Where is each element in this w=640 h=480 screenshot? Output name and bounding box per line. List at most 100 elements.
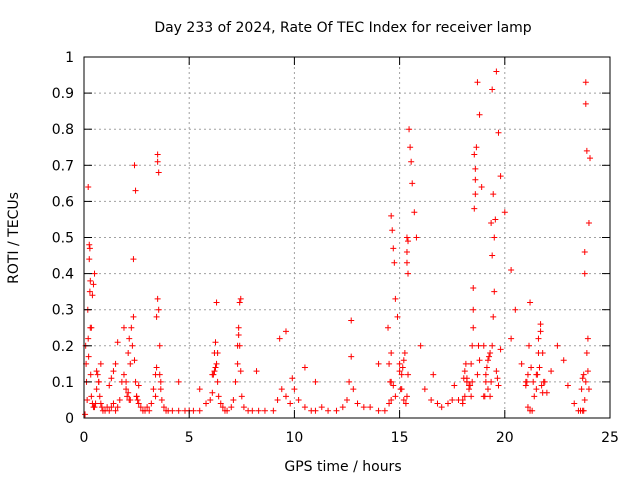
y-tick-label: 0.8 (52, 122, 74, 138)
data-point (584, 335, 591, 342)
data-point (203, 400, 210, 407)
data-point (270, 407, 277, 414)
data-point (88, 393, 95, 400)
data-point (253, 368, 260, 375)
data-point (86, 245, 93, 252)
data-point (92, 400, 99, 407)
data-point (468, 393, 475, 400)
data-point (470, 324, 477, 331)
data-point (489, 252, 496, 259)
data-point (461, 368, 468, 375)
grid-lines (84, 57, 610, 418)
data-point (518, 360, 525, 367)
data-point (463, 378, 470, 385)
data-point (157, 378, 164, 385)
data-point (525, 342, 532, 349)
data-point (537, 328, 544, 335)
data-point (388, 396, 395, 403)
data-point (494, 375, 501, 382)
data-point (583, 147, 590, 154)
data-point (398, 371, 405, 378)
data-point (400, 357, 407, 364)
data-point (215, 393, 222, 400)
data-point (580, 371, 587, 378)
y-tick-label: 0.6 (52, 194, 74, 210)
data-point (468, 360, 475, 367)
data-point (472, 176, 479, 183)
data-point (212, 339, 219, 346)
data-point (150, 386, 157, 393)
data-point (402, 400, 409, 407)
data-point (405, 238, 412, 245)
data-point (401, 350, 408, 357)
data-point (471, 151, 478, 158)
data-point (385, 324, 392, 331)
data-point (85, 335, 92, 342)
data-point (82, 411, 89, 418)
data-point (408, 158, 415, 165)
data-point (207, 396, 214, 403)
data-point (291, 386, 298, 393)
x-tick-label: 25 (601, 430, 619, 446)
data-point (289, 375, 296, 382)
data-point (93, 386, 100, 393)
y-tick-label: 0.2 (52, 339, 74, 355)
data-point (211, 368, 218, 375)
data-point (156, 371, 163, 378)
data-point (487, 393, 494, 400)
data-point (399, 364, 406, 371)
x-tick-label: 10 (285, 430, 303, 446)
data-point (391, 259, 398, 266)
data-point (476, 357, 483, 364)
data-point (474, 79, 481, 86)
data-point (235, 331, 242, 338)
data-point (325, 407, 332, 414)
chart-title: Day 233 of 2024, Rate Of TEC Index for r… (154, 20, 531, 36)
data-point (130, 313, 137, 320)
data-point (97, 360, 104, 367)
data-point (417, 342, 424, 349)
data-point (240, 404, 247, 411)
data-point (508, 266, 515, 273)
data-point (129, 342, 136, 349)
data-point (131, 357, 138, 364)
data-point (421, 386, 428, 393)
data-point (219, 404, 226, 411)
data-point (489, 86, 496, 93)
data-point (539, 389, 546, 396)
data-point (392, 393, 399, 400)
data-point (108, 404, 115, 411)
data-point (527, 299, 534, 306)
data-point (438, 404, 445, 411)
data-point (91, 404, 98, 411)
data-point (196, 386, 203, 393)
data-point (583, 350, 590, 357)
data-point (388, 350, 395, 357)
data-point (350, 386, 357, 393)
data-point (530, 378, 537, 385)
data-point (495, 382, 502, 389)
data-point (213, 299, 220, 306)
data-point (169, 407, 176, 414)
data-point (152, 393, 159, 400)
data-point (346, 378, 353, 385)
data-point (578, 386, 585, 393)
data-point (127, 360, 134, 367)
data-point (237, 295, 244, 302)
x-tick-label: 5 (185, 430, 194, 446)
data-point (461, 393, 468, 400)
plot-frame (83, 56, 611, 419)
data-point (224, 407, 231, 414)
data-point (85, 183, 92, 190)
data-point (344, 396, 350, 403)
data-point (238, 393, 245, 400)
data-point (249, 407, 256, 414)
data-point (348, 353, 355, 360)
data-point (529, 407, 536, 414)
data-point (318, 404, 325, 411)
data-point (487, 350, 494, 357)
data-point (175, 378, 182, 385)
data-point (87, 371, 94, 378)
data-point (407, 144, 414, 151)
data-point (396, 360, 403, 367)
